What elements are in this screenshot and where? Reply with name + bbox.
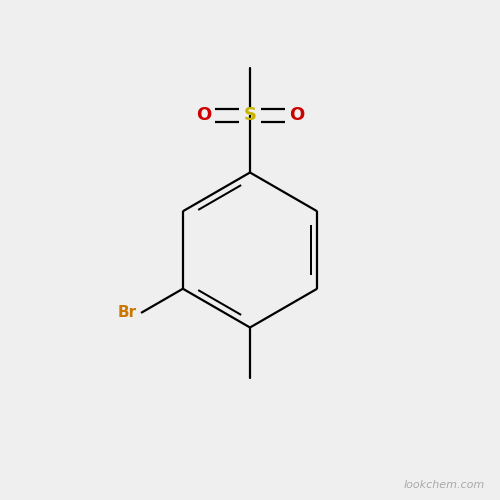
Text: lookchem.com: lookchem.com	[404, 480, 485, 490]
Text: Br: Br	[118, 305, 137, 320]
Text: O: O	[289, 106, 304, 124]
Text: O: O	[196, 106, 211, 124]
Text: S: S	[244, 106, 256, 124]
